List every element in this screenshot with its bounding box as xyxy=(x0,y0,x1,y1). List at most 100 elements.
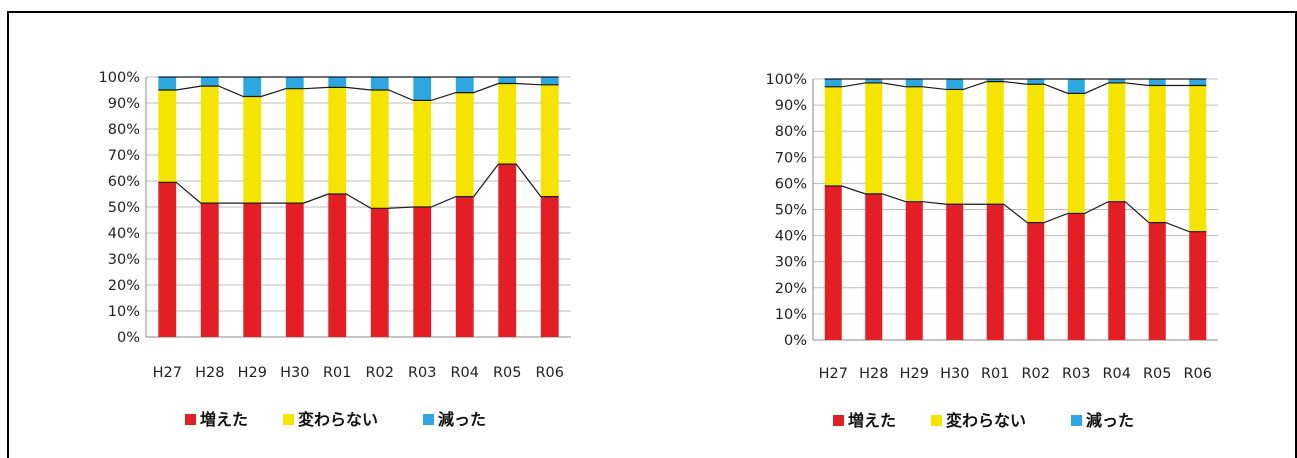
bar-segment-decreased-r06 xyxy=(1189,79,1207,86)
bar-segment-decreased-r03 xyxy=(1067,79,1085,94)
bar-segment-increased-r04 xyxy=(455,196,474,337)
stacked-bar-chart-right: 0% 10% 20% 30% 40% 50% 60% 70% 80% 90% 100% H27 H28 H… xyxy=(766,72,1218,430)
bar-segment-unchanged-h29 xyxy=(905,86,923,202)
y-tick-label: 70% xyxy=(775,150,807,166)
bar-segment-decreased-r01 xyxy=(328,77,347,88)
bar-segment-increased-r06 xyxy=(1189,231,1207,340)
bar-segment-unchanged-r02 xyxy=(1027,84,1045,223)
legend-swatch-unchanged xyxy=(931,415,942,426)
x-tick-label: H29 xyxy=(900,366,929,382)
bar-segment-unchanged-h28 xyxy=(200,86,219,204)
bar-segment-unchanged-r05 xyxy=(1148,85,1166,223)
bar-segment-increased-h28 xyxy=(200,203,219,337)
bar-segment-increased-r04 xyxy=(1108,201,1126,340)
bar-segment-unchanged-r04 xyxy=(455,92,474,197)
bar-segment-unchanged-r04 xyxy=(1108,82,1126,202)
bar-segment-increased-h29 xyxy=(905,201,923,340)
bar-segment-decreased-r02 xyxy=(1027,79,1045,85)
bar-segment-decreased-r04 xyxy=(455,77,474,93)
x-tick-label: R01 xyxy=(981,366,1010,382)
bar-segment-increased-h27 xyxy=(158,182,177,337)
y-tick-label: 90% xyxy=(775,98,807,114)
bar-segment-unchanged-r05 xyxy=(498,83,517,165)
x-tick-label: H28 xyxy=(859,366,888,382)
y-tick-label: 50% xyxy=(108,200,140,216)
bar-segment-decreased-h30 xyxy=(946,79,964,90)
legend-swatch-decreased xyxy=(1071,415,1082,426)
legend-label-decreased: 減った xyxy=(1086,411,1134,430)
x-tick-label: R05 xyxy=(1143,366,1172,382)
legend-label-decreased: 減った xyxy=(438,410,486,429)
y-tick-label: 40% xyxy=(775,229,807,245)
bar-segment-decreased-r02 xyxy=(370,77,389,90)
bar-segment-decreased-r01 xyxy=(986,79,1004,82)
y-tick-label: 60% xyxy=(775,176,807,192)
bar-segment-increased-r03 xyxy=(413,207,432,337)
bar-segment-increased-r01 xyxy=(986,204,1004,340)
bar-segment-unchanged-r06 xyxy=(540,84,559,197)
x-tick-label: R03 xyxy=(1062,366,1091,382)
bar-segment-unchanged-r01 xyxy=(986,81,1004,205)
bar-segment-unchanged-h29 xyxy=(243,96,262,204)
x-tick-label: R02 xyxy=(365,365,394,381)
y-tick-label: 80% xyxy=(108,122,140,138)
y-tick-label: 0% xyxy=(784,333,807,349)
bar-segment-unchanged-h30 xyxy=(946,89,964,205)
stacked-bar-chart-left: 0% 10% 20% 30% 40% 50% 60% 70% 80% 90% 100% H27 H28 H… xyxy=(99,70,571,429)
bar-segment-unchanged-r03 xyxy=(1067,93,1085,214)
bar-segment-unchanged-r03 xyxy=(413,100,432,207)
legend-swatch-increased xyxy=(185,414,196,425)
bar-segment-increased-r02 xyxy=(1027,222,1045,340)
x-tick-label: R06 xyxy=(1183,366,1212,382)
y-tick-label: 60% xyxy=(108,174,140,190)
bar-segment-increased-h28 xyxy=(865,193,883,340)
bar-segment-increased-r02 xyxy=(370,208,389,337)
bar-segment-decreased-r05 xyxy=(498,77,517,84)
bar-segment-unchanged-r02 xyxy=(370,90,389,209)
legend-label-increased: 増えた xyxy=(848,411,896,430)
series-line-unchanged xyxy=(824,81,1207,94)
x-tick-label: H27 xyxy=(153,365,182,381)
y-tick-label: 80% xyxy=(775,124,807,140)
y-tick-label: 100% xyxy=(99,70,140,86)
legend-label-increased: 増えた xyxy=(200,410,248,429)
x-tick-label: H28 xyxy=(195,365,224,381)
bar-segment-increased-r03 xyxy=(1067,213,1085,340)
bar-segment-unchanged-h27 xyxy=(158,90,177,183)
x-tick-label: R04 xyxy=(450,365,479,381)
bar-segment-increased-r06 xyxy=(540,196,559,337)
y-tick-label: 40% xyxy=(108,226,140,242)
bar-segment-decreased-h27 xyxy=(824,79,842,87)
x-tick-label: R02 xyxy=(1021,366,1050,382)
bar-segment-increased-r05 xyxy=(1148,222,1166,340)
legend-label-unchanged: 変わらない xyxy=(946,411,1026,430)
bar-segment-decreased-h29 xyxy=(905,79,923,87)
bar-segment-increased-r01 xyxy=(328,194,347,337)
bar-segment-decreased-r05 xyxy=(1148,79,1166,86)
y-tick-label: 30% xyxy=(775,255,807,271)
x-tick-label: H30 xyxy=(280,365,309,381)
bar-segment-unchanged-h27 xyxy=(824,86,842,187)
figure-frame xyxy=(7,11,1297,458)
legend-label-unchanged: 変わらない xyxy=(298,410,378,429)
bar-segment-decreased-r03 xyxy=(413,77,432,101)
legend-swatch-unchanged xyxy=(283,414,294,425)
x-tick-label: H27 xyxy=(819,366,848,382)
y-tick-label: 20% xyxy=(108,278,140,294)
bar-segment-increased-h29 xyxy=(243,203,262,337)
y-tick-label: 10% xyxy=(775,307,807,323)
bar-segment-decreased-h29 xyxy=(243,77,262,97)
x-tick-label: H30 xyxy=(940,366,969,382)
y-tick-label: 20% xyxy=(775,281,807,297)
y-tick-label: 30% xyxy=(108,252,140,268)
y-tick-label: 10% xyxy=(108,304,140,320)
bar-segment-decreased-h30 xyxy=(285,77,304,89)
x-tick-label: H29 xyxy=(238,365,267,381)
x-tick-label: R05 xyxy=(493,365,522,381)
bar-segment-decreased-h28 xyxy=(200,77,219,87)
bar-segment-increased-h30 xyxy=(946,204,964,340)
series-line-increased xyxy=(824,185,1207,233)
y-tick-label: 90% xyxy=(108,96,140,112)
bar-segment-decreased-h28 xyxy=(865,79,883,83)
y-tick-label: 50% xyxy=(775,203,807,219)
